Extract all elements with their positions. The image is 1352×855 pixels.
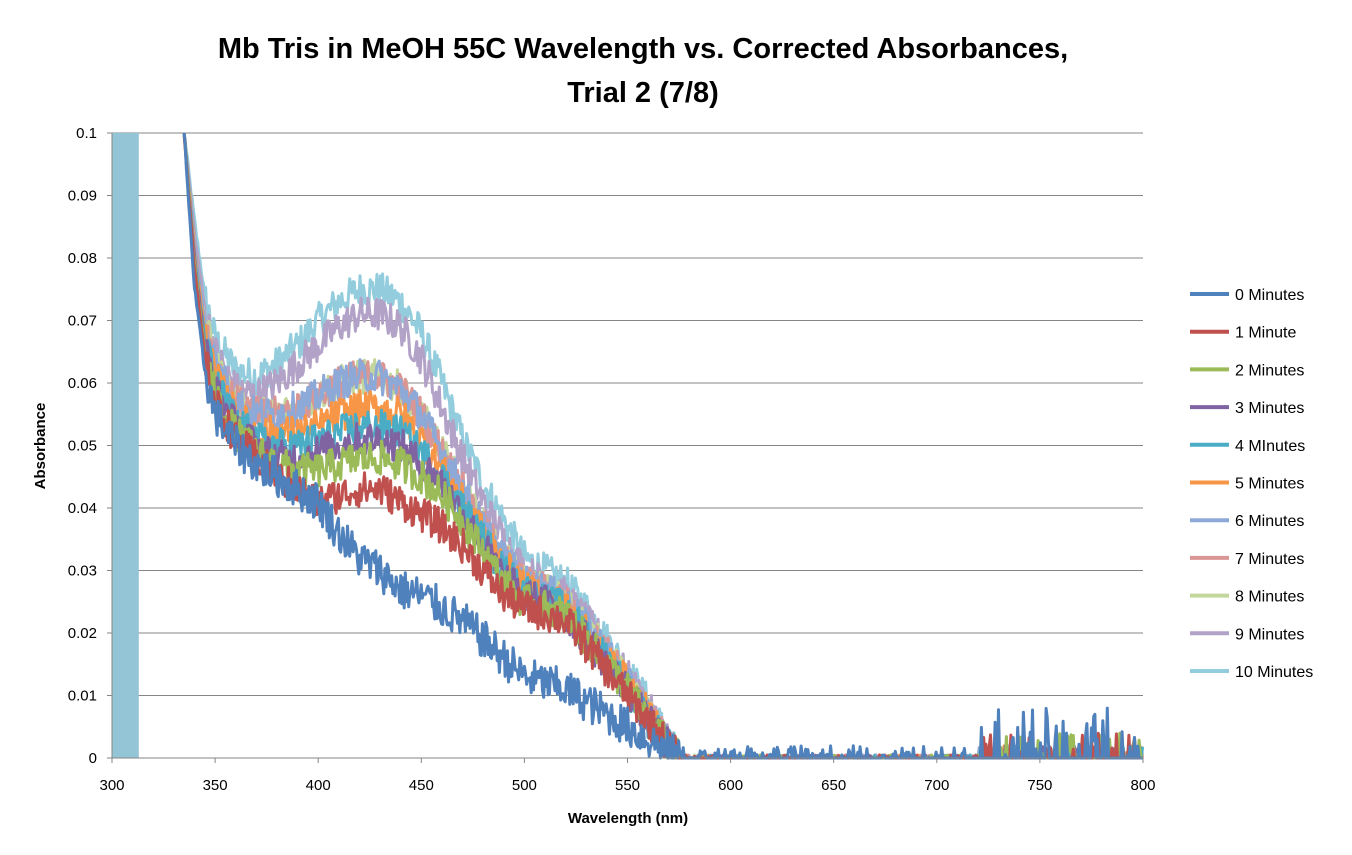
y-tick-label: 0.05: [68, 438, 97, 455]
chart-title-line2: Trial 2 (7/8): [567, 77, 719, 109]
legend: 0 Minutes 1 Minute 2 Minutes 3 Minutes 4 MIn…: [1190, 287, 1313, 681]
y-axis-title: Absorbance: [32, 403, 49, 490]
legend-label: 7 Minutes: [1235, 551, 1304, 568]
legend-label: 9 Minutes: [1235, 626, 1304, 643]
legend-label: 3 Minutes: [1235, 400, 1304, 417]
y-tick-label: 0.03: [68, 563, 97, 580]
legend-label: 0 Minutes: [1235, 287, 1304, 304]
x-axis-title: Wavelength (nm): [568, 810, 688, 827]
series-layer: [182, 132, 1144, 760]
legend-label: 5 Minutes: [1235, 476, 1304, 493]
x-tick-label: 650: [821, 777, 846, 794]
y-tick-label: 0.01: [68, 688, 97, 705]
x-tick-labels: 300 350 400 450 500 550 600 650 700 750 800: [99, 758, 1156, 794]
x-tick-label: 500: [512, 777, 537, 794]
y-tick-label: 0.04: [68, 500, 97, 517]
legend-label: 1 Minute: [1235, 325, 1296, 342]
legend-label: 8 Minutes: [1235, 589, 1304, 606]
x-tick-label: 550: [615, 777, 640, 794]
y-tick-label: 0.07: [68, 313, 97, 330]
y-tick-labels: 0 0.01 0.02 0.03 0.04 0.05 0.06 0.07 0.08 0.09 0.1: [68, 125, 112, 767]
y-tick-label: 0: [89, 750, 97, 767]
x-tick-label: 450: [409, 777, 434, 794]
baseline-bar: [112, 133, 139, 758]
x-tick-label: 700: [924, 777, 949, 794]
legend-label: 10 Minutes: [1235, 664, 1313, 681]
x-tick-label: 300: [99, 777, 124, 794]
y-tick-label: 0.06: [68, 375, 97, 392]
x-tick-label: 400: [306, 777, 331, 794]
legend-label: 6 Minutes: [1235, 513, 1304, 530]
x-tick-label: 600: [718, 777, 743, 794]
x-tick-label: 750: [1027, 777, 1052, 794]
legend-label: 2 Minutes: [1235, 362, 1304, 379]
chart-title-line1: Mb Tris in MeOH 55C Wavelength vs. Corre…: [218, 33, 1068, 65]
legend-label: 4 MInutes: [1235, 438, 1305, 455]
y-tick-label: 0.1: [76, 125, 97, 142]
y-tick-label: 0.02: [68, 625, 97, 642]
x-tick-label: 350: [203, 777, 228, 794]
y-tick-label: 0.08: [68, 250, 97, 267]
y-tick-label: 0.09: [68, 188, 97, 205]
baseline-bar-layer: [112, 133, 139, 758]
x-tick-label: 800: [1130, 777, 1155, 794]
